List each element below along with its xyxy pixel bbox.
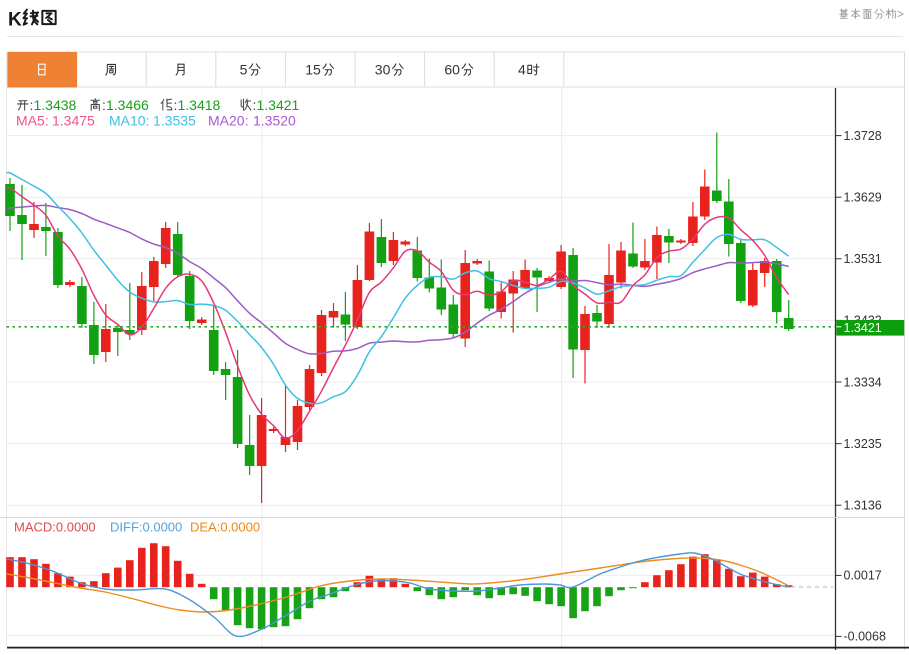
svg-text::: :: [174, 97, 178, 113]
svg-text::: :: [102, 97, 106, 113]
svg-text:1.3531: 1.3531: [844, 252, 882, 266]
svg-text::: :: [253, 97, 257, 113]
svg-text:DIFF:0.0000: DIFF:0.0000: [110, 520, 182, 535]
svg-text:5: 5: [240, 62, 248, 78]
svg-text:1.3438: 1.3438: [34, 97, 77, 113]
svg-text:MACD:0.0000: MACD:0.0000: [14, 520, 96, 535]
svg-text:1.3421: 1.3421: [844, 321, 882, 335]
svg-text:1.3728: 1.3728: [844, 129, 882, 143]
svg-text:1.3535: 1.3535: [153, 113, 196, 129]
svg-text:1.3475: 1.3475: [52, 113, 95, 129]
svg-text:1.3421: 1.3421: [257, 97, 300, 113]
svg-text:1.3629: 1.3629: [844, 191, 882, 205]
svg-text:1.3466: 1.3466: [106, 97, 149, 113]
svg-text:MA20:: MA20:: [208, 113, 248, 129]
svg-text:4: 4: [518, 62, 526, 78]
svg-text::: :: [30, 97, 34, 113]
svg-text:60: 60: [444, 62, 460, 78]
svg-text:0.0017: 0.0017: [844, 569, 882, 583]
svg-text:1.3418: 1.3418: [178, 97, 221, 113]
svg-text:15: 15: [305, 62, 321, 78]
svg-text:1.3520: 1.3520: [253, 113, 296, 129]
svg-text:MA10:: MA10:: [109, 113, 149, 129]
svg-text:1.3235: 1.3235: [844, 437, 882, 451]
svg-text:1.3136: 1.3136: [844, 499, 882, 513]
svg-text:-0.0068: -0.0068: [844, 630, 886, 644]
svg-text:K: K: [8, 10, 22, 31]
svg-text:MA5:: MA5:: [16, 113, 49, 129]
svg-text:1.3334: 1.3334: [844, 375, 882, 389]
svg-text:>: >: [897, 7, 904, 21]
svg-text:30: 30: [375, 62, 391, 78]
svg-text:DEA:0.0000: DEA:0.0000: [190, 520, 260, 535]
